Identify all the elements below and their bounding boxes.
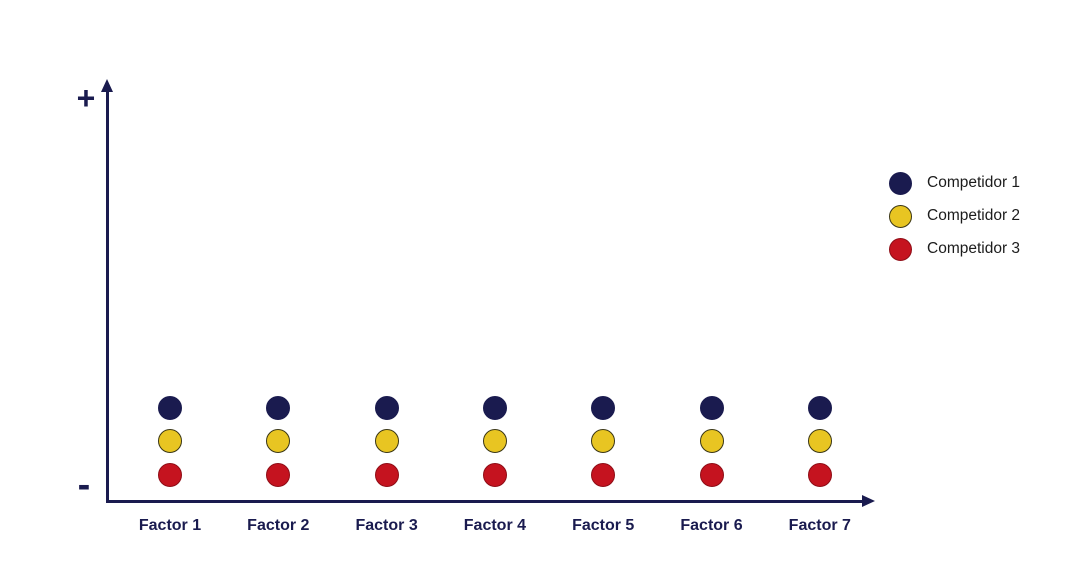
x-axis-label-factor-5: Factor 5 bbox=[572, 517, 635, 534]
data-point-competidor-2-factor-2 bbox=[266, 429, 291, 454]
y-axis-minus-label: - bbox=[77, 464, 91, 506]
x-axis-label-factor-2: Factor 2 bbox=[247, 517, 310, 534]
x-axis-label-factor-1: Factor 1 bbox=[138, 517, 202, 534]
data-point-competidor-2-factor-4 bbox=[482, 429, 507, 454]
data-point-competidor-3-factor-6 bbox=[699, 462, 724, 487]
data-point-competidor-2-factor-6 bbox=[699, 429, 724, 454]
data-point-competidor-3-factor-4 bbox=[482, 462, 507, 487]
data-point-competidor-2-factor-7 bbox=[807, 429, 832, 454]
legend-swatch-icon bbox=[889, 204, 912, 228]
data-point-competidor-3-factor-5 bbox=[591, 462, 616, 487]
data-point-competidor-1-factor-4 bbox=[482, 396, 507, 420]
data-point-competidor-2-factor-5 bbox=[591, 429, 616, 454]
legend-item-competidor-2: Competidor 2 bbox=[889, 204, 1020, 228]
legend: Competidor 1 Competidor 2 Competidor 3 bbox=[889, 171, 1020, 270]
data-point-competidor-3-factor-2 bbox=[266, 462, 291, 487]
y-axis-plus-label: + bbox=[76, 80, 96, 116]
data-point-competidor-2-factor-1 bbox=[158, 429, 182, 454]
y-axis-line bbox=[106, 90, 109, 503]
data-point-competidor-3-factor-3 bbox=[374, 462, 399, 487]
y-axis-arrow-icon bbox=[101, 79, 113, 92]
x-axis-label-factor-6: Factor 6 bbox=[680, 517, 743, 534]
legend-swatch-icon bbox=[889, 237, 912, 261]
data-point-competidor-1-factor-3 bbox=[374, 396, 399, 420]
data-point-competidor-1-factor-2 bbox=[266, 396, 291, 420]
x-axis-label-factor-4: Factor 4 bbox=[463, 517, 527, 534]
x-axis-arrow-icon bbox=[862, 495, 875, 507]
data-point-competidor-3-factor-7 bbox=[807, 462, 832, 487]
data-point-competidor-1-factor-5 bbox=[591, 396, 616, 420]
legend-swatch-icon bbox=[889, 171, 912, 195]
legend-item-competidor-3: Competidor 3 bbox=[889, 237, 1020, 261]
data-point-competidor-1-factor-6 bbox=[699, 396, 724, 420]
legend-label: Competidor 2 bbox=[927, 207, 1021, 224]
data-point-competidor-3-factor-1 bbox=[158, 462, 182, 487]
data-point-competidor-1-factor-7 bbox=[807, 396, 832, 420]
data-point-competidor-1-factor-1 bbox=[158, 396, 182, 420]
x-axis-label-factor-7: Factor 7 bbox=[788, 517, 851, 534]
data-point-competidor-2-factor-3 bbox=[374, 429, 399, 454]
legend-label: Competidor 1 bbox=[927, 174, 1021, 191]
x-axis-label-factor-3: Factor 3 bbox=[355, 517, 418, 534]
legend-label: Competidor 3 bbox=[927, 240, 1021, 257]
x-axis-line bbox=[106, 500, 863, 503]
legend-item-competidor-1: Competidor 1 bbox=[889, 171, 1020, 195]
